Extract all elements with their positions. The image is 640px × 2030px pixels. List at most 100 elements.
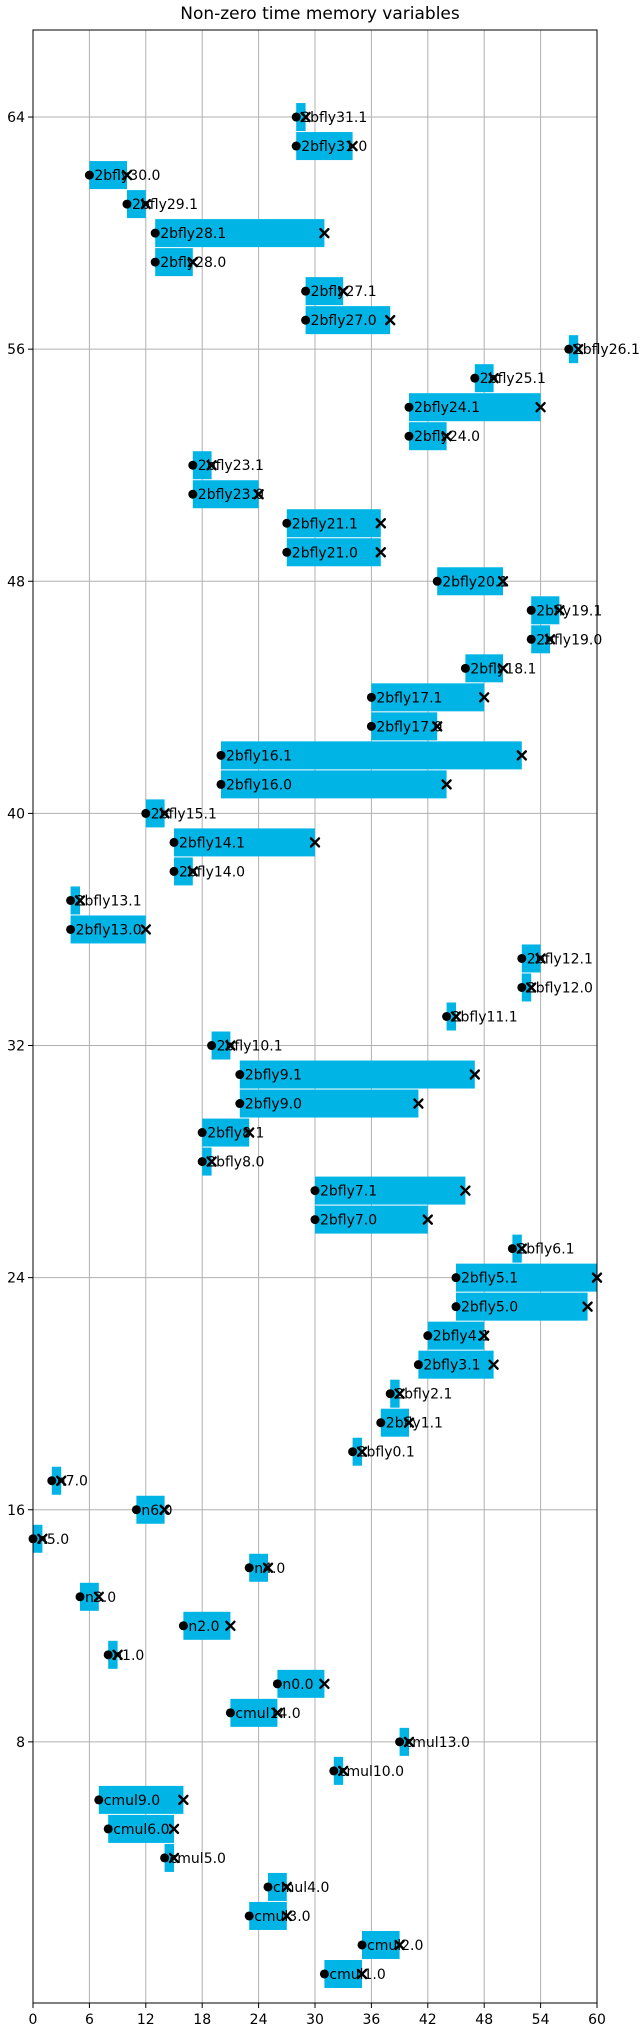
interval-start-marker (291, 141, 301, 151)
interval-start-marker (235, 1099, 245, 1109)
interval-end-marker (432, 721, 443, 732)
interval-end-marker (243, 1127, 255, 1138)
interval-bar (286, 509, 381, 538)
interval-start-marker (366, 692, 376, 702)
interval-start-marker (301, 286, 311, 296)
interval-end-marker (469, 1069, 480, 1080)
interval-end-marker (140, 198, 152, 210)
x-tick-label: 54 (532, 2012, 550, 2028)
interval-end-marker (37, 1533, 48, 1544)
interval-bar (174, 857, 193, 886)
interval-start-marker (291, 112, 301, 122)
interval-start-marker (235, 1070, 245, 1080)
interval-start-marker (432, 576, 442, 586)
interval-start-marker (178, 1621, 188, 1631)
interval-label: 2bfly28.1 (160, 226, 226, 242)
interval-start-marker (404, 402, 414, 412)
interval-end-marker (281, 1910, 292, 1922)
interval-label: 2bfly13.0 (76, 922, 142, 938)
interval-bar (362, 1930, 400, 1959)
interval-bar (531, 596, 560, 625)
interval-start-marker (216, 750, 226, 760)
interval-end-marker (187, 866, 199, 877)
interval-start-marker (150, 228, 160, 238)
interval-bar (136, 1495, 165, 1524)
interval-bar (249, 1553, 268, 1582)
interval-start-marker (385, 1389, 395, 1399)
interval-end-marker (356, 1446, 368, 1457)
interval-start-marker (160, 1853, 170, 1863)
interval-markers (28, 111, 603, 1980)
x-tick-label: 42 (419, 2012, 437, 2028)
interval-start-marker (94, 1795, 104, 1805)
interval-bars (33, 103, 597, 1988)
interval-label: 2bfly24.1 (414, 400, 480, 416)
interval-label: 2bfly19.1 (536, 603, 602, 619)
interval-start-marker (263, 1882, 273, 1892)
interval-bar (399, 1727, 409, 1756)
interval-bar (531, 625, 550, 654)
interval-end-marker (516, 750, 527, 761)
y-tick-label: 16 (7, 1503, 25, 1519)
interval-end-marker (347, 140, 358, 152)
interval-label: 2bfly1.1 (386, 1416, 443, 1432)
interval-start-marker (517, 982, 527, 992)
interval-start-marker (517, 953, 527, 963)
interval-bar (174, 828, 315, 857)
interval-start-marker (272, 1679, 282, 1689)
interval-end-marker (178, 1794, 189, 1806)
interval-end-marker (497, 663, 509, 674)
interval-end-marker (356, 1968, 368, 1980)
interval-bar (192, 480, 259, 509)
interval-start-marker (47, 1476, 57, 1486)
interval-bar (315, 1176, 466, 1205)
interval-start-marker (66, 924, 76, 934)
interval-label: 2bfly14.1 (179, 835, 245, 851)
interval-bar (456, 1292, 588, 1321)
interval-end-marker (535, 953, 546, 964)
interval-start-marker (413, 1360, 423, 1370)
interval-label: 2bfly7.0 (320, 1213, 377, 1229)
chart-title: Non-zero time memory variables (180, 4, 460, 24)
interval-bar (211, 1031, 231, 1060)
interval-start-marker (395, 1737, 405, 1747)
y-tick-label: 32 (7, 1039, 25, 1055)
interval-end-marker (300, 111, 311, 123)
interval-label: cmul2.0 (367, 1938, 423, 1954)
interval-label: n0.0 (282, 1677, 313, 1693)
interval-end-marker (516, 1243, 527, 1254)
interval-label: 2bfly17.1 (376, 690, 442, 706)
interval-bar (70, 915, 146, 944)
interval-bar (409, 422, 447, 451)
interval-label: 2bfly17.0 (376, 719, 442, 735)
interval-start-marker (122, 199, 132, 209)
y-tick-label: 8 (16, 1735, 25, 1751)
interval-end-marker (544, 634, 556, 645)
interval-end-marker (206, 1156, 217, 1167)
interval-start-marker (451, 1302, 461, 1312)
interval-label: 2bfly0.1 (358, 1445, 415, 1461)
interval-start-marker (131, 1505, 141, 1515)
interval-end-marker (403, 1736, 415, 1748)
interval-bar (427, 1321, 485, 1350)
interval-start-marker (84, 170, 94, 180)
interval-end-marker (168, 1823, 180, 1835)
interval-end-marker (74, 895, 86, 906)
interval-end-marker (535, 401, 546, 413)
interval-bar (305, 277, 344, 306)
interval-end-marker (488, 1359, 499, 1370)
interval-end-marker (413, 1098, 424, 1109)
interval-start-marker (103, 1824, 113, 1834)
interval-end-marker (338, 285, 349, 297)
x-tick-label: 48 (475, 2012, 493, 2028)
interval-start-marker (244, 1563, 254, 1573)
interval-start-marker (225, 1708, 235, 1718)
interval-label: 2bfly31.1 (301, 110, 367, 126)
interval-end-marker (112, 1649, 123, 1661)
interval-bar (296, 103, 306, 132)
interval-bar (465, 654, 503, 683)
interval-bar (390, 1379, 400, 1408)
interval-end-marker (262, 1562, 274, 1573)
interval-end-marker (488, 372, 499, 384)
interval-bar (164, 1843, 174, 1872)
